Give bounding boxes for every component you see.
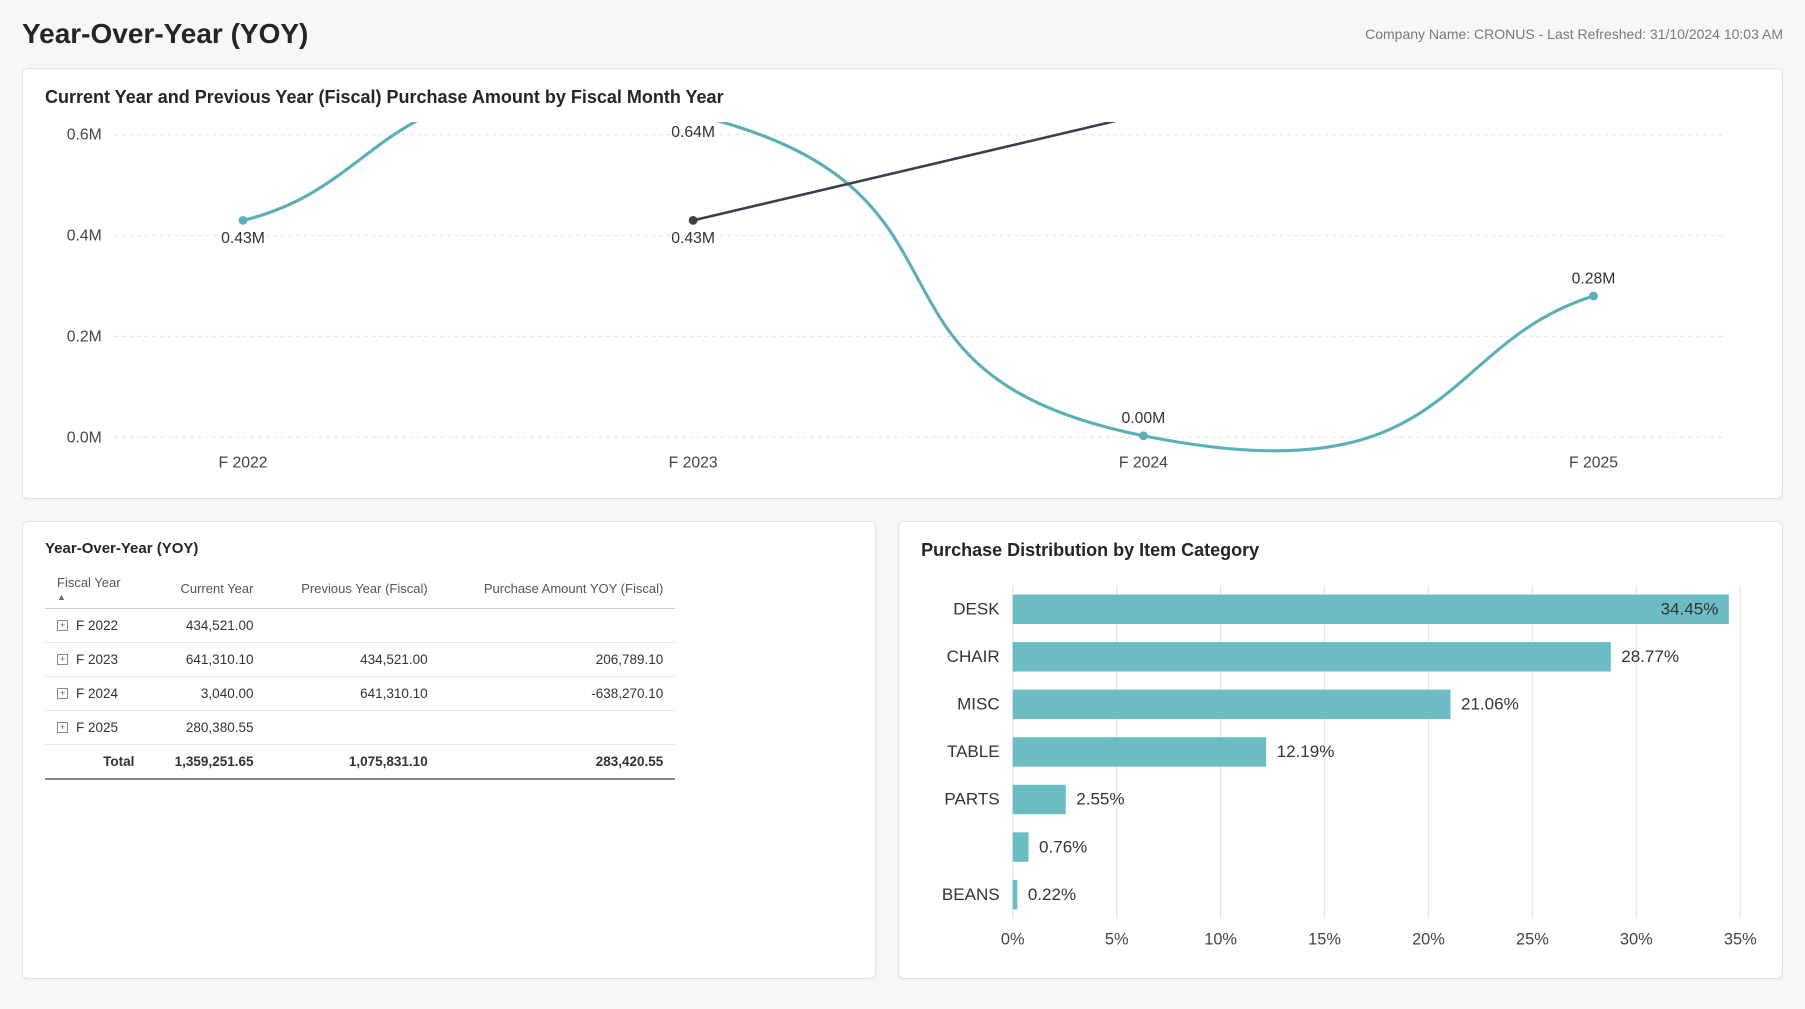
line-chart-title: Current Year and Previous Year (Fiscal) … [45,87,1760,108]
cell-value [440,711,676,745]
bar-chart[interactable]: 0% 5% 10% 15% 20% 25% 30% 35% DESK 34.45% CHAIR 28.… [921,575,1760,955]
cell-value [265,609,439,643]
col-header[interactable]: Current Year [146,567,265,609]
svg-text:12.19%: 12.19% [1277,742,1335,761]
table-row[interactable]: + F 2024 3,040.00641,310.10-638,270.10 [45,677,675,711]
svg-text:F 2022: F 2022 [218,455,267,472]
line-chart[interactable]: 0.0M 0.2M 0.4M 0.6M F 2022 F 2023 F 2024 F 2025… [45,122,1760,475]
cell-value: -638,270.10 [440,677,676,711]
svg-text:0.4M: 0.4M [67,228,102,245]
svg-text:0.64M: 0.64M [671,124,715,141]
cell-value: 434,521.00 [265,643,439,677]
fiscal-year-label: F 2023 [76,652,118,667]
svg-text:0.00M: 0.00M [1121,410,1165,427]
table-row[interactable]: + F 2023 641,310.10434,521.00206,789.10 [45,643,675,677]
svg-text:0.43M: 0.43M [671,230,715,247]
svg-text:5%: 5% [1105,931,1129,949]
cell-value: 434,521.00 [146,609,265,643]
svg-text:0.76%: 0.76% [1039,837,1087,856]
svg-text:DESK: DESK [953,600,1000,619]
page-title: Year-Over-Year (YOY) [22,18,308,50]
svg-text:MISC: MISC [957,695,1000,714]
fiscal-year-label: F 2024 [76,686,118,701]
cell-value: 641,310.10 [146,643,265,677]
fiscal-year-label: F 2022 [76,618,118,633]
bar-chart-card: Purchase Distribution by Item Category 0… [898,521,1783,979]
svg-text:35%: 35% [1724,931,1757,949]
svg-text:15%: 15% [1308,931,1341,949]
yoy-table[interactable]: Fiscal Year▲Current YearPrevious Year (F… [45,567,675,780]
svg-text:0.0M: 0.0M [67,429,102,446]
svg-text:F 2025: F 2025 [1569,455,1618,472]
svg-text:25%: 25% [1516,931,1549,949]
svg-text:0.2M: 0.2M [67,328,102,345]
svg-text:0.43M: 0.43M [221,230,265,247]
svg-text:0.6M: 0.6M [67,127,102,144]
svg-text:21.06%: 21.06% [1461,695,1519,714]
yoy-table-card: Year-Over-Year (YOY) Fiscal Year▲Current… [22,521,876,979]
svg-text:20%: 20% [1412,931,1445,949]
expand-icon[interactable]: + [57,620,68,631]
svg-text:28.77%: 28.77% [1621,647,1679,666]
col-header[interactable]: Fiscal Year▲ [45,567,146,609]
col-header[interactable]: Purchase Amount YOY (Fiscal) [440,567,676,609]
cell-value: 280,380.55 [146,711,265,745]
bar-chart-title: Purchase Distribution by Item Category [921,540,1760,561]
svg-text:0.28M: 0.28M [1572,270,1616,287]
sort-asc-icon: ▲ [57,592,134,602]
table-row[interactable]: + F 2022 434,521.00 [45,609,675,643]
line-chart-card: Current Year and Previous Year (Fiscal) … [22,68,1783,499]
table-row[interactable]: + F 2025 280,380.55 [45,711,675,745]
svg-text:CHAIR: CHAIR [947,647,1000,666]
svg-text:F 2024: F 2024 [1119,455,1168,472]
svg-text:F 2023: F 2023 [669,455,718,472]
svg-text:10%: 10% [1204,931,1237,949]
expand-icon[interactable]: + [57,688,68,699]
yoy-table-title: Year-Over-Year (YOY) [45,540,853,557]
cell-value: 641,310.10 [265,677,439,711]
refresh-meta: Company Name: CRONUS - Last Refreshed: 3… [1365,26,1783,42]
cell-value: 206,789.10 [440,643,676,677]
fiscal-year-label: F 2025 [76,720,118,735]
expand-icon[interactable]: + [57,722,68,733]
total-row: Total1,359,251.651,075,831.10283,420.55 [45,745,675,780]
svg-text:30%: 30% [1620,931,1653,949]
col-header[interactable]: Previous Year (Fiscal) [265,567,439,609]
cell-value [440,609,676,643]
svg-text:BEANS: BEANS [942,885,1000,904]
cell-value [265,711,439,745]
svg-text:PARTS: PARTS [945,790,1000,809]
expand-icon[interactable]: + [57,654,68,665]
cell-value: 3,040.00 [146,677,265,711]
svg-text:2.55%: 2.55% [1076,790,1124,809]
svg-text:0.22%: 0.22% [1028,885,1076,904]
svg-text:34.45%: 34.45% [1661,600,1719,619]
svg-text:TABLE: TABLE [947,742,1000,761]
page-header: Year-Over-Year (YOY) Company Name: CRONU… [22,18,1783,50]
svg-text:0%: 0% [1001,931,1025,949]
